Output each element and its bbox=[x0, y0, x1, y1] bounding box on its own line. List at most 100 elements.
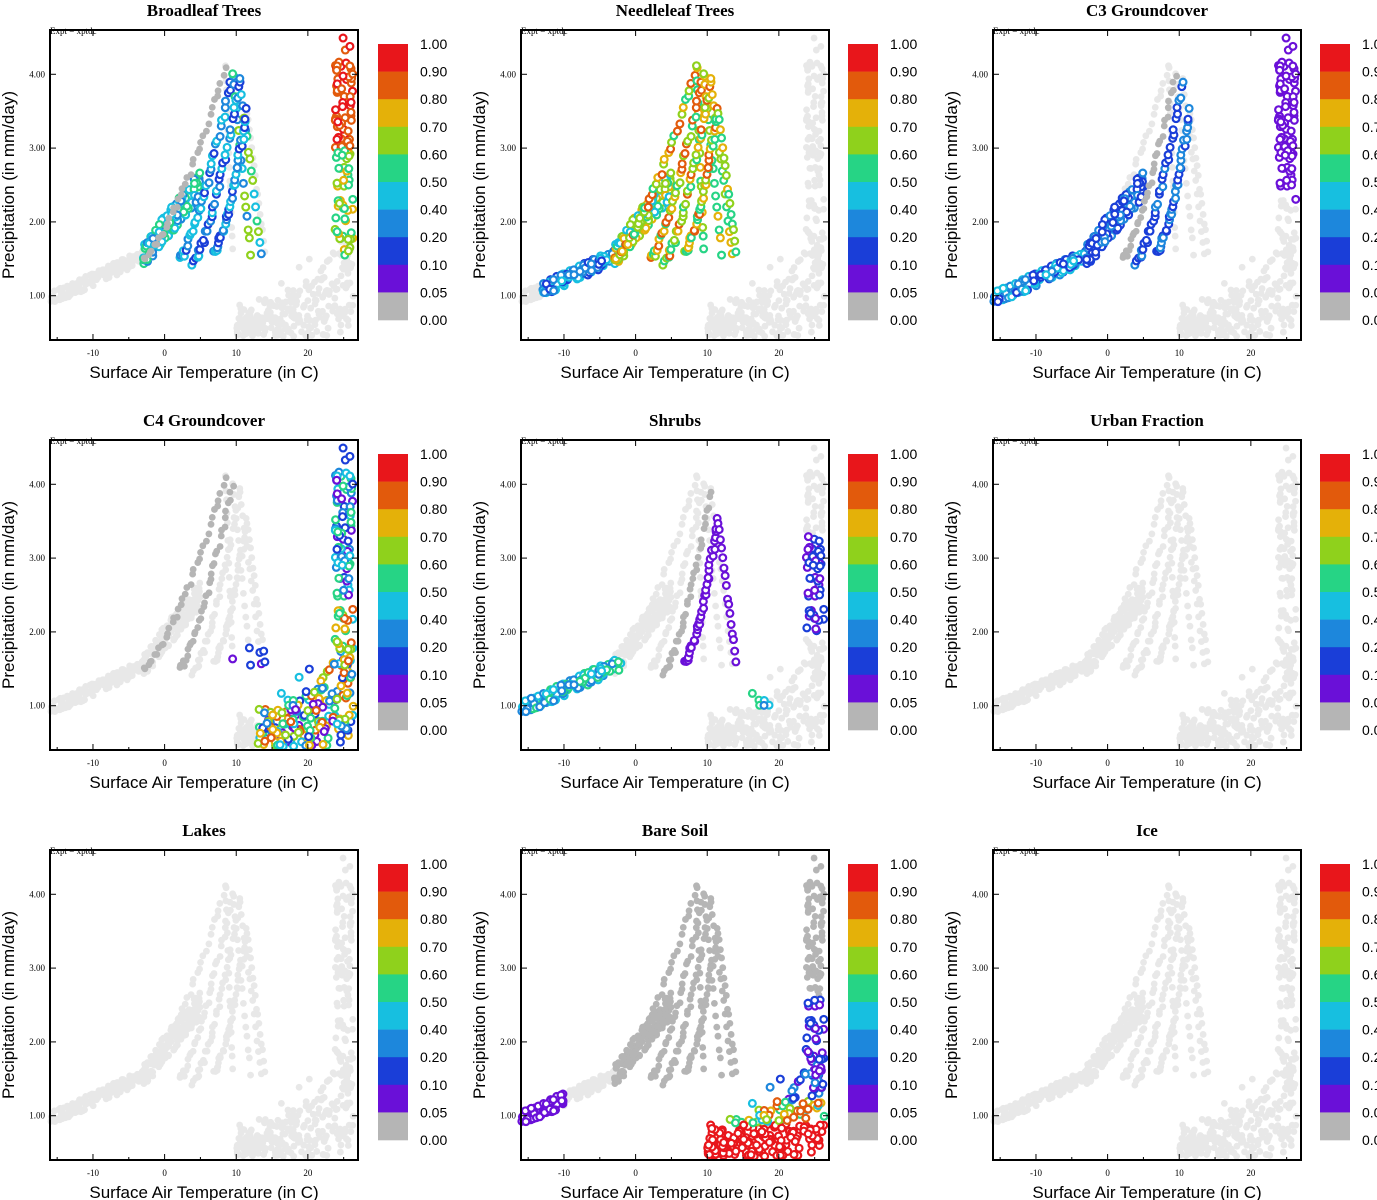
data-point bbox=[766, 318, 773, 326]
data-point bbox=[190, 595, 198, 603]
data-point bbox=[691, 150, 701, 160]
data-point bbox=[65, 293, 73, 301]
data-point bbox=[684, 86, 694, 96]
data-point bbox=[795, 734, 803, 742]
data-point bbox=[727, 319, 735, 327]
data-point bbox=[804, 476, 812, 484]
data-point bbox=[776, 323, 784, 331]
data-point bbox=[699, 69, 709, 79]
colorbar: 1.000.900.800.700.600.500.400.200.100.05… bbox=[848, 446, 917, 738]
data-point bbox=[1141, 235, 1151, 245]
data-point bbox=[209, 149, 219, 159]
data-point bbox=[1153, 199, 1163, 209]
data-point bbox=[228, 642, 236, 650]
data-point bbox=[1146, 127, 1153, 135]
data-point bbox=[758, 308, 766, 316]
colorbar-segment bbox=[848, 454, 878, 482]
data-point bbox=[1248, 323, 1256, 331]
data-point bbox=[63, 282, 71, 290]
data-point bbox=[740, 726, 748, 733]
data-point bbox=[625, 220, 635, 230]
data-point bbox=[339, 585, 349, 595]
colorbar-label: 0.90 bbox=[890, 474, 917, 490]
x-tick-label: 20 bbox=[303, 758, 313, 768]
data-point bbox=[246, 166, 256, 176]
data-point bbox=[82, 281, 90, 288]
data-point bbox=[777, 317, 785, 324]
data-point bbox=[70, 289, 77, 296]
data-point bbox=[334, 573, 344, 583]
data-point bbox=[189, 178, 199, 188]
data-point bbox=[306, 713, 316, 723]
data-point bbox=[337, 150, 347, 160]
data-point bbox=[340, 259, 348, 267]
data-point bbox=[818, 116, 826, 124]
y-axis-label: Precipitation (in mm/day) bbox=[470, 91, 489, 279]
data-point bbox=[695, 162, 705, 172]
data-point bbox=[99, 681, 107, 689]
data-point bbox=[336, 730, 346, 740]
colorbar-label: 0.60 bbox=[890, 556, 917, 572]
data-point bbox=[230, 514, 238, 521]
data-point bbox=[804, 695, 812, 703]
data-point bbox=[195, 168, 205, 178]
data-point bbox=[251, 202, 261, 212]
data-point bbox=[210, 199, 220, 209]
data-point bbox=[203, 127, 210, 135]
data-point bbox=[290, 322, 298, 330]
data-point bbox=[1276, 228, 1284, 236]
y-tick-label: 2.00 bbox=[500, 627, 516, 637]
data-point bbox=[244, 643, 254, 653]
data-point bbox=[340, 624, 350, 634]
y-tick-label: 2.00 bbox=[29, 627, 45, 637]
data-point bbox=[1060, 677, 1067, 685]
data-point bbox=[196, 145, 203, 153]
data-point bbox=[1197, 330, 1205, 337]
data-point bbox=[521, 287, 529, 295]
colorbar-segment bbox=[848, 209, 878, 238]
colorbar-label: 0.20 bbox=[420, 229, 447, 245]
x-tick-label: 0 bbox=[162, 758, 167, 768]
data-point bbox=[287, 308, 295, 316]
data-point bbox=[1021, 286, 1031, 296]
data-point bbox=[1123, 618, 1131, 626]
data-point bbox=[811, 669, 819, 677]
data-point bbox=[248, 329, 256, 337]
data-point bbox=[686, 182, 696, 192]
data-point bbox=[316, 313, 324, 321]
data-point bbox=[687, 593, 695, 601]
data-point bbox=[336, 681, 346, 691]
data-point bbox=[154, 220, 164, 230]
data-point bbox=[1139, 579, 1147, 587]
data-point bbox=[1030, 687, 1038, 695]
data-point bbox=[761, 332, 769, 340]
colorbar: 1.000.900.800.700.600.500.400.200.100.05… bbox=[1320, 36, 1377, 328]
colorbar-segment bbox=[848, 702, 878, 731]
data-point bbox=[685, 497, 693, 505]
colorbar-segment bbox=[1320, 264, 1350, 293]
data-point bbox=[278, 299, 286, 307]
data-point bbox=[674, 537, 681, 545]
data-point bbox=[814, 279, 822, 287]
data-point bbox=[1133, 595, 1141, 603]
data-point bbox=[674, 637, 682, 645]
data-point bbox=[780, 700, 788, 708]
data-point bbox=[1126, 612, 1134, 620]
colorbar-label: 0.00 bbox=[890, 312, 917, 328]
data-point bbox=[1287, 164, 1297, 174]
data-point bbox=[1172, 245, 1180, 253]
data-point bbox=[245, 309, 253, 317]
data-point bbox=[263, 309, 271, 317]
x-tick-label: 20 bbox=[1246, 348, 1256, 358]
data-point bbox=[1132, 227, 1140, 235]
data-point bbox=[815, 657, 823, 665]
data-point bbox=[248, 554, 256, 562]
data-point bbox=[817, 503, 825, 511]
data-point bbox=[783, 707, 791, 714]
data-point bbox=[675, 178, 685, 188]
data-point bbox=[790, 331, 798, 338]
data-point bbox=[761, 742, 769, 750]
data-point bbox=[803, 516, 810, 524]
data-point bbox=[1183, 114, 1193, 124]
colorbar-segment bbox=[1320, 71, 1350, 100]
